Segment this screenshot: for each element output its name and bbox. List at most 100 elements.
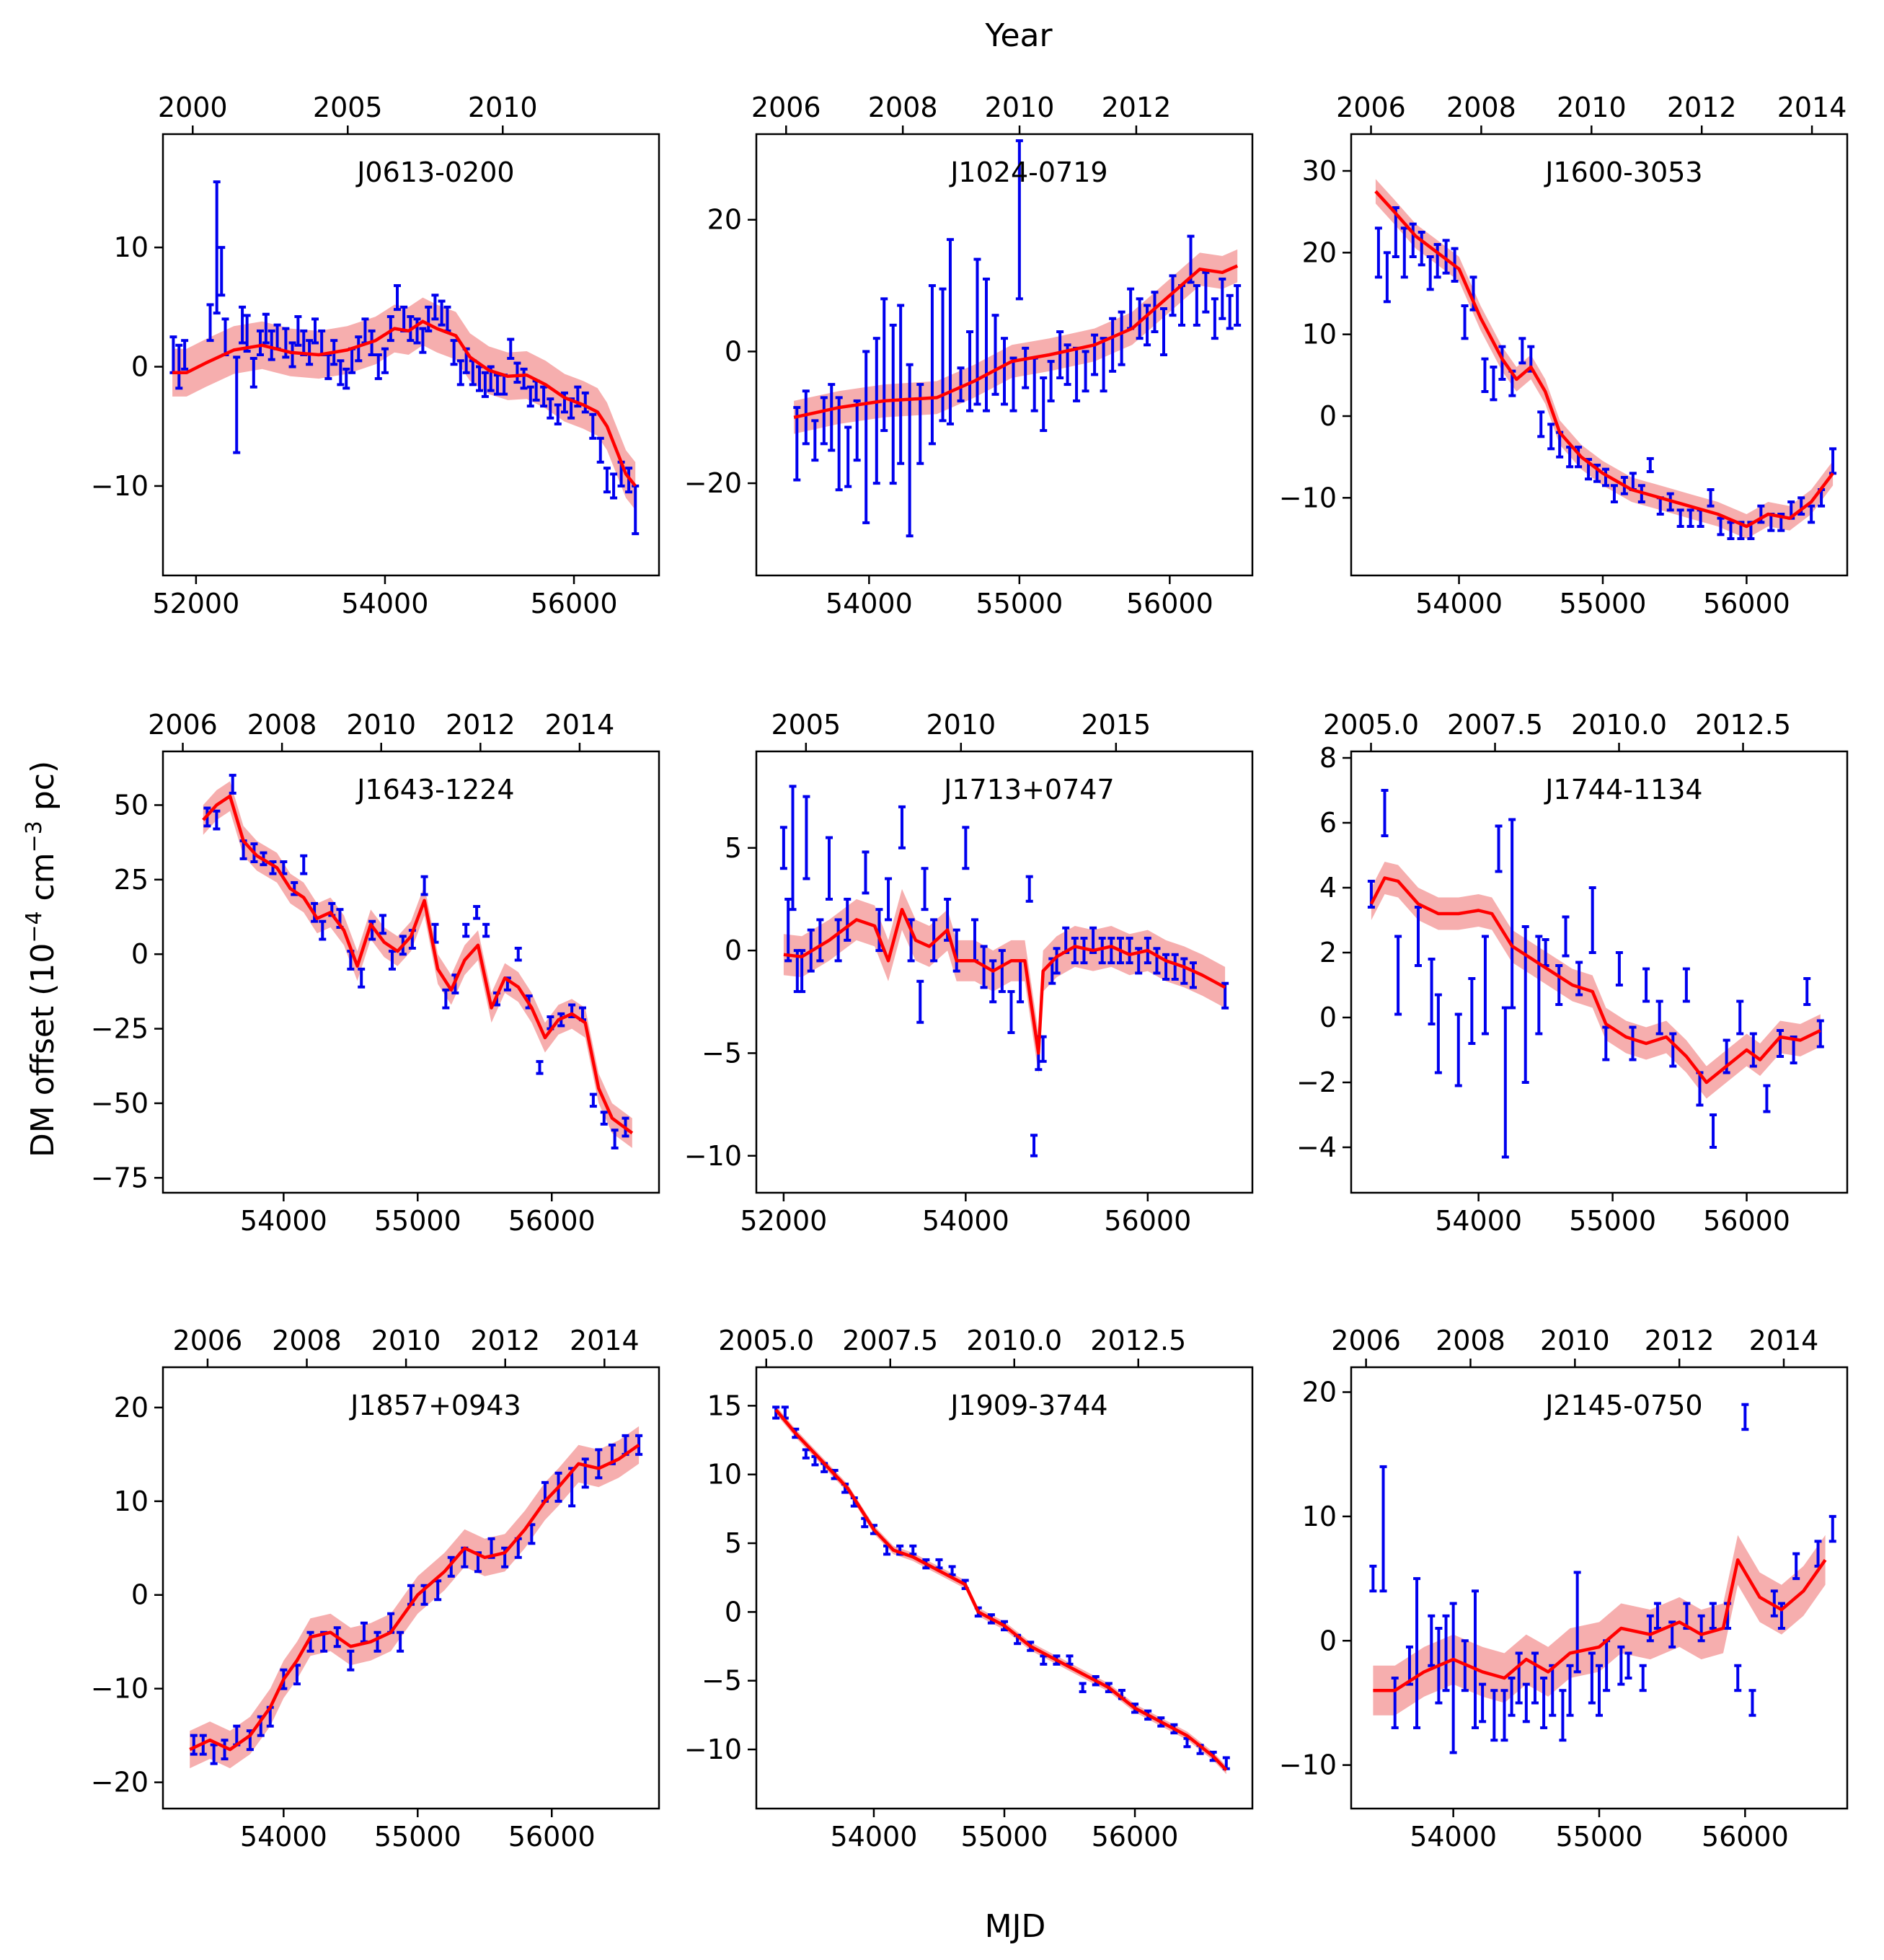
- data-point: [1118, 310, 1125, 366]
- data-point: [507, 337, 515, 360]
- data-point: [288, 341, 296, 368]
- data-point: [1639, 1664, 1647, 1692]
- data-point: [540, 385, 548, 408]
- data-point: [1053, 947, 1061, 975]
- y-tick-label: 0: [1319, 1625, 1337, 1656]
- data-point: [1495, 824, 1503, 873]
- left-axis-label-mid: cm: [25, 852, 61, 911]
- panel-frame: [755, 133, 1254, 577]
- data-point: [1079, 1682, 1087, 1693]
- x-tick-label: 54000: [1415, 588, 1503, 619]
- data-point: [820, 396, 828, 446]
- x-tick-label: 54000: [1435, 1205, 1522, 1237]
- data-point: [1508, 818, 1516, 1010]
- data-point: [948, 1565, 956, 1576]
- data-point: [337, 359, 345, 387]
- panel-6: J1744-1134 54000 55000 56000 −4 −2 0 2 4 6 82005.0…: [1296, 709, 1849, 1237]
- data-point: [1221, 981, 1229, 1010]
- data-point: [355, 335, 363, 363]
- data-point: [1211, 297, 1219, 340]
- x-tick-label: 54000: [240, 1821, 327, 1853]
- data-point: [1816, 1019, 1824, 1049]
- year-tick-label: 2010.0: [966, 1325, 1062, 1356]
- panel-2: J1024-0719 54000 55000 56000 −20 0 20 2006 2008 2…: [684, 92, 1254, 619]
- data-point: [456, 359, 464, 387]
- data-point: [294, 315, 302, 347]
- panel-frame: [162, 133, 660, 577]
- data-point: [1001, 337, 1008, 406]
- data-point: [1171, 953, 1179, 981]
- data-point: [802, 1448, 810, 1460]
- y-tick-label: 25: [114, 864, 149, 896]
- y-tick-label: 50: [114, 789, 149, 821]
- data-point: [957, 366, 965, 402]
- data-point: [1449, 1602, 1457, 1754]
- x-tick-label: 56000: [508, 1821, 596, 1853]
- data-point: [632, 484, 640, 536]
- data-point: [342, 367, 350, 390]
- data-point: [373, 1630, 381, 1653]
- model-uncertainty-band: [1373, 1535, 1826, 1716]
- year-tick-label: 2012: [1645, 1325, 1715, 1356]
- x-tick-label: 55000: [1560, 588, 1647, 619]
- left-axis-label-main: DM offset (10: [25, 943, 61, 1157]
- panel-frame: [1350, 750, 1849, 1194]
- data-point: [1056, 330, 1064, 379]
- plot-area: [169, 180, 640, 536]
- data-point: [802, 389, 810, 446]
- data-point: [381, 347, 389, 374]
- y-tick-label: −25: [91, 1013, 149, 1045]
- y-tick-label: 10: [114, 1486, 149, 1517]
- data-point: [1219, 277, 1226, 320]
- data-point: [1374, 226, 1382, 279]
- data-point: [1479, 1682, 1487, 1723]
- data-point: [425, 305, 433, 332]
- panel-frame: [755, 1366, 1254, 1810]
- data-point: [347, 1649, 355, 1672]
- data-point: [1575, 446, 1583, 469]
- data-point: [1717, 516, 1725, 537]
- y-tick-label: 30: [1302, 155, 1337, 187]
- data-point: [1189, 961, 1197, 989]
- data-point: [906, 363, 914, 538]
- y-tick-label: 5: [725, 1527, 742, 1559]
- data-point: [784, 897, 792, 963]
- data-point: [473, 905, 481, 920]
- data-point: [935, 1558, 943, 1570]
- y-tick-label: 0: [131, 351, 149, 383]
- x-tick-label: 56000: [1703, 588, 1790, 619]
- y-tick-label: −2: [1296, 1067, 1337, 1098]
- year-tick-label: 2010: [1557, 92, 1627, 123]
- data-point: [862, 850, 870, 895]
- model-uncertainty-band: [783, 888, 1226, 1074]
- x-tick-label: 56000: [1104, 1205, 1191, 1237]
- panel-title: J2145-0750: [1544, 1390, 1702, 1421]
- y-tick-label: −10: [684, 1140, 742, 1172]
- x-tick-label: 52000: [740, 1205, 827, 1237]
- data-point: [1481, 935, 1489, 1036]
- y-tick-label: 5: [725, 832, 742, 864]
- data-point: [1234, 284, 1242, 327]
- data-point: [862, 350, 870, 524]
- data-point: [1624, 1651, 1632, 1679]
- y-tick-label: 20: [1302, 1376, 1337, 1408]
- data-point: [1573, 1571, 1581, 1674]
- data-point: [1193, 284, 1200, 327]
- data-point: [1159, 307, 1167, 356]
- y-tick-label: 20: [707, 204, 742, 236]
- data-point: [880, 297, 888, 433]
- y-tick-label: −10: [684, 1734, 742, 1765]
- y-tick-label: 8: [1319, 742, 1337, 774]
- data-point: [1646, 1614, 1654, 1643]
- data-point: [589, 1092, 597, 1108]
- data-point: [442, 988, 450, 1010]
- data-point: [447, 1555, 455, 1578]
- year-tick-label: 2012: [470, 1325, 540, 1356]
- data-point: [1413, 1577, 1421, 1729]
- y-tick-label: 0: [725, 335, 742, 367]
- x-tick-label: 56000: [1703, 1205, 1790, 1237]
- panel-5: J1713+0747 52000 54000 56000 −10 −5 0 5 2005 2010…: [684, 709, 1254, 1237]
- data-point: [1748, 1689, 1756, 1717]
- data-point: [596, 436, 604, 464]
- year-tick-label: 2006: [173, 1325, 243, 1356]
